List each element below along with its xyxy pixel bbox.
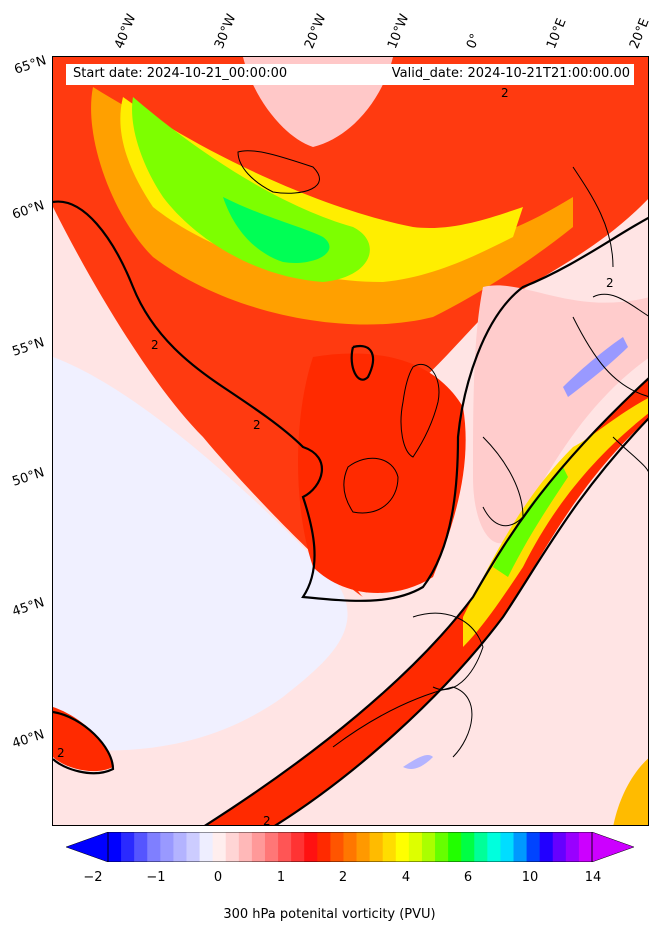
colorbar-cell — [291, 832, 305, 862]
lat-label-50n: 50°N — [10, 465, 47, 490]
colorbar-cell — [147, 832, 161, 862]
valid-date: Valid_date: 2024-10-21T21:00:00.00 — [391, 66, 630, 81]
lon-label-20w: 20°W — [302, 12, 330, 51]
colorbar-cell — [173, 832, 187, 862]
colorbar-cell — [513, 832, 527, 862]
colorbar-cell — [500, 832, 514, 862]
lat-label-55n: 55°N — [10, 335, 47, 360]
colorbar-cell — [448, 832, 462, 862]
colorbar-cell — [317, 832, 331, 862]
colorbar-tick: 0 — [213, 870, 223, 885]
lon-label-20e: 20°E — [627, 16, 653, 51]
map-panel: 2 2 2 2 2 2 — [52, 56, 649, 826]
colorbar-cell — [421, 832, 436, 862]
colorbar-cell — [356, 832, 371, 862]
colorbar-cell — [565, 832, 580, 862]
colorbar-cell — [160, 832, 174, 862]
lat-label-40n: 40°N — [10, 727, 47, 752]
lon-label-0: 0° — [464, 31, 484, 51]
colorbar-cell — [474, 832, 488, 862]
colorbar — [66, 832, 634, 862]
colorbar-cell — [238, 832, 253, 862]
colorbar-max-arrow — [591, 832, 634, 862]
contour-label: 2 — [501, 86, 509, 100]
lon-label-30w: 30°W — [212, 12, 240, 51]
colorbar-cell — [212, 832, 227, 862]
colorbar-min-arrow — [66, 832, 109, 862]
colorbar-cell — [526, 832, 541, 862]
colorbar-cell — [199, 832, 214, 862]
pv-field: 2 2 2 2 2 2 — [53, 57, 648, 826]
colorbar-cell — [225, 832, 240, 862]
lat-label-60n: 60°N — [10, 198, 47, 223]
colorbar-cell — [435, 832, 449, 862]
colorbar-tick: −2 — [83, 870, 103, 885]
colorbar-cell — [251, 832, 266, 862]
colorbar-cell — [108, 832, 122, 862]
colorbar-tick: −1 — [146, 870, 166, 885]
colorbar-tick: 4 — [401, 870, 411, 885]
colorbar-tick: 14 — [584, 870, 602, 885]
contour-label: 2 — [151, 338, 159, 352]
colorbar-tick: 1 — [276, 870, 286, 885]
contour-label: 2 — [57, 746, 65, 760]
colorbar-cell — [134, 832, 148, 862]
contour-label: 2 — [253, 418, 261, 432]
colorbar-cell — [461, 832, 475, 862]
colorbar-cell — [330, 832, 344, 862]
colorbar-cell — [408, 832, 423, 862]
colorbar-cell — [487, 832, 501, 862]
lon-label-40w: 40°W — [112, 12, 140, 51]
colorbar-cell — [343, 832, 357, 862]
lon-label-10e: 10°E — [544, 16, 570, 51]
colorbar-cell — [304, 832, 318, 862]
colorbar-cell — [264, 832, 279, 862]
colorbar-tick: 10 — [521, 870, 539, 885]
start-date: Start date: 2024-10-21_00:00:00 — [73, 66, 288, 81]
lat-label-65n: 65°N — [12, 53, 49, 78]
colorbar-cell — [382, 832, 397, 862]
colorbar-cell — [539, 832, 554, 862]
lon-label-10w: 10°W — [385, 12, 413, 51]
lat-label-45n: 45°N — [10, 595, 47, 620]
colorbar-tick: 2 — [338, 870, 348, 885]
colorbar-label: 300 hPa potenital vorticity (PVU) — [223, 907, 436, 922]
colorbar-cell — [369, 832, 384, 862]
colorbar-tick: 6 — [463, 870, 473, 885]
colorbar-cell — [121, 832, 135, 862]
colorbar-cell — [578, 832, 593, 862]
contour-label: 2 — [606, 276, 614, 290]
colorbar-cell — [552, 832, 567, 862]
colorbar-cell — [186, 832, 200, 862]
colorbar-cell — [395, 832, 410, 862]
contour-label: 2 — [263, 814, 271, 826]
info-header: Start date: 2024-10-21_00:00:00 Valid_da… — [66, 64, 634, 85]
colorbar-cell — [278, 832, 292, 862]
